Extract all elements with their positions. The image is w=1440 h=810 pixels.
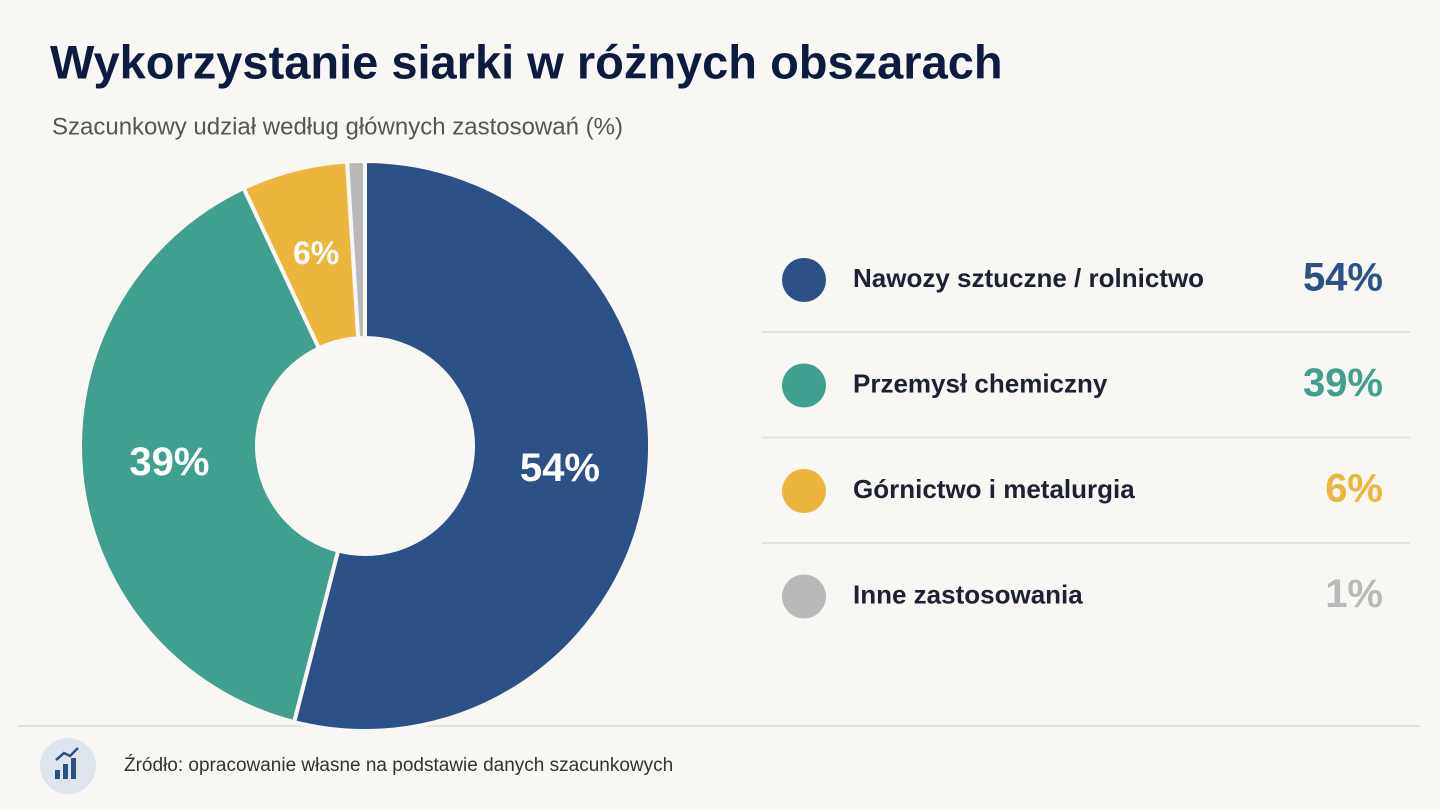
source-icon <box>55 747 79 779</box>
legend-swatch <box>782 469 826 513</box>
slice-label: 39% <box>129 440 209 484</box>
legend-value: 1% <box>1325 572 1383 616</box>
slice <box>291 158 652 733</box>
slice-label: 6% <box>293 235 339 271</box>
legend-value: 6% <box>1325 467 1383 511</box>
donut-chart: 54% 39% 6% <box>78 158 652 733</box>
legend-label: Przemysł chemiczny <box>853 368 1108 398</box>
source-note: Źródło: opracowanie własne na podstawie … <box>124 755 673 776</box>
slice-label: 54% <box>520 446 600 490</box>
legend-value: 39% <box>1303 361 1383 405</box>
slice <box>78 185 341 725</box>
legend-value: 54% <box>1303 256 1383 300</box>
slice <box>344 158 367 341</box>
chart-subtitle: Szacunkowy udział według głównych zastos… <box>52 113 623 140</box>
legend-label: Górnictwo i metalurgia <box>853 474 1135 504</box>
legend-label: Inne zastosowania <box>853 579 1083 609</box>
legend: Nawozy sztuczne / rolnictwo 54% Przemysł c… <box>762 256 1410 619</box>
legend-label: Nawozy sztuczne / rolnictwo <box>853 263 1204 293</box>
legend-swatch <box>782 258 826 302</box>
legend-swatch <box>782 363 826 408</box>
legend-swatch <box>782 574 826 619</box>
chart-title: Wykorzystanie siarki w różnych obszarach <box>50 35 1003 88</box>
